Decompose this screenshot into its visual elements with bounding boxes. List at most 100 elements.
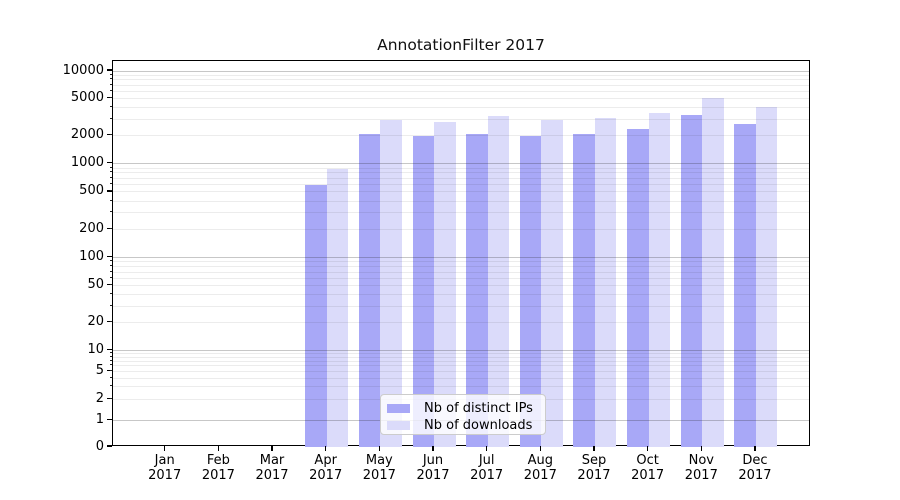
bar-nb-of-distinct-ips-sep [573, 134, 595, 447]
x-axis-tick-label: Aug 2017 [523, 453, 557, 483]
minor-gridline [113, 305, 809, 307]
chart-title: AnnotationFilter 2017 [377, 36, 545, 54]
y-axis-tick-label: 10000 [62, 62, 104, 78]
minor-gridline [113, 277, 809, 279]
minor-gridline [113, 74, 809, 76]
y-axis-minor-tick [109, 397, 112, 399]
y-axis-minor-tick [109, 352, 112, 353]
minor-gridline [113, 266, 809, 268]
y-axis-minor-tick [109, 211, 112, 213]
y-axis-minor-tick [109, 293, 112, 295]
x-axis-tick [486, 446, 488, 451]
x-axis-tick [700, 446, 702, 451]
x-axis-tick-label: May 2017 [362, 453, 396, 483]
x-axis-tick [539, 446, 541, 451]
y-axis-tick-label: 100 [79, 249, 104, 265]
x-axis-tick [378, 446, 380, 451]
y-axis-tick [107, 162, 112, 164]
bar-nb-of-downloads-nov [702, 97, 724, 447]
bar-nb-of-downloads-dec [755, 107, 778, 447]
major-gridline [113, 70, 809, 72]
legend-swatch-downloads [387, 420, 410, 430]
minor-gridline [113, 271, 809, 273]
y-axis-tick-label: 10 [87, 341, 104, 357]
x-axis-tick-label: Jul 2017 [470, 453, 504, 483]
bar-nb-of-downloads-jun [434, 122, 456, 447]
x-axis-tick-label: Jan 2017 [148, 453, 182, 483]
y-axis-minor-tick [109, 227, 112, 229]
minor-gridline [113, 360, 809, 362]
minor-gridline [113, 353, 809, 354]
y-axis-minor-tick [109, 78, 112, 80]
major-gridline [113, 349, 809, 351]
bar-nb-of-downloads-aug [541, 119, 563, 447]
y-axis-tick [107, 256, 112, 258]
y-axis-tick [107, 418, 112, 420]
x-axis-tick-label: Mar 2017 [255, 453, 289, 483]
bar-nb-of-distinct-ips-jun [412, 135, 434, 447]
legend: Nb of distinct IPs Nb of downloads [380, 394, 546, 435]
legend-entry-downloads: Nb of downloads [387, 417, 539, 433]
y-axis-minor-tick [109, 260, 112, 262]
x-axis-tick [647, 446, 649, 451]
y-axis-tick-label: 5 [95, 362, 104, 378]
y-axis-tick-label: 20 [87, 313, 104, 329]
y-axis-minor-tick [109, 304, 112, 306]
major-gridline [113, 257, 809, 259]
minor-gridline [113, 91, 809, 93]
legend-label-downloads: Nb of downloads [424, 417, 533, 433]
minor-gridline [113, 261, 809, 263]
y-axis-tick-label: 200 [79, 220, 104, 236]
minor-gridline [113, 212, 809, 214]
plot-area: Nb of distinct IPs Nb of downloads [112, 60, 810, 447]
legend-entry-distinct-ips: Nb of distinct IPs [387, 400, 539, 416]
minor-gridline [113, 118, 809, 120]
y-axis-minor-tick [109, 276, 112, 278]
minor-gridline [113, 84, 809, 86]
y-axis-tick-label: 1000 [70, 155, 104, 171]
bar-nb-of-distinct-ips-jul [466, 133, 488, 447]
y-axis-minor-tick [109, 73, 112, 75]
x-axis-tick-label: Apr 2017 [309, 453, 343, 483]
y-axis-tick-label: 0 [95, 438, 104, 454]
minor-gridline [113, 191, 809, 193]
minor-gridline [113, 135, 809, 137]
bar-nb-of-distinct-ips-oct [627, 128, 649, 447]
y-axis-tick-label: 1 [95, 411, 104, 427]
minor-gridline [113, 107, 809, 109]
bar-nb-of-distinct-ips-dec [734, 124, 756, 447]
bar-nb-of-downloads-may [380, 120, 402, 447]
y-axis-tick-label: 500 [79, 183, 104, 199]
x-axis-tick [271, 446, 273, 451]
y-axis-minor-tick [109, 83, 112, 85]
minor-gridline [113, 200, 809, 202]
x-axis-tick [164, 446, 166, 451]
y-axis-minor-tick [109, 376, 112, 378]
y-axis-minor-tick [109, 171, 112, 173]
y-axis-minor-tick [109, 364, 112, 366]
x-axis-tick-label: Feb 2017 [201, 453, 235, 483]
minor-gridline [113, 365, 809, 367]
minor-gridline [113, 285, 809, 287]
bar-nb-of-distinct-ips-nov [680, 115, 703, 447]
minor-gridline [113, 79, 809, 81]
y-axis-minor-tick [109, 355, 112, 357]
y-axis-minor-tick [109, 385, 112, 387]
x-axis-tick-label: Oct 2017 [631, 453, 665, 483]
minor-gridline [113, 228, 809, 230]
y-axis-minor-tick [109, 369, 112, 371]
x-axis-tick-label: Nov 2017 [684, 453, 718, 483]
y-axis-tick [107, 69, 112, 71]
y-axis-minor-tick [109, 183, 112, 185]
x-axis-tick-label: Dec 2017 [738, 453, 772, 483]
minor-gridline [113, 370, 809, 372]
y-axis-minor-tick [109, 199, 112, 201]
y-axis-tick [107, 348, 112, 350]
minor-gridline [113, 184, 809, 186]
y-axis-minor-tick [109, 117, 112, 119]
minor-gridline [113, 172, 809, 174]
y-axis-minor-tick [109, 284, 112, 286]
y-axis-tick-label: 5000 [70, 90, 104, 106]
minor-gridline [113, 177, 809, 179]
